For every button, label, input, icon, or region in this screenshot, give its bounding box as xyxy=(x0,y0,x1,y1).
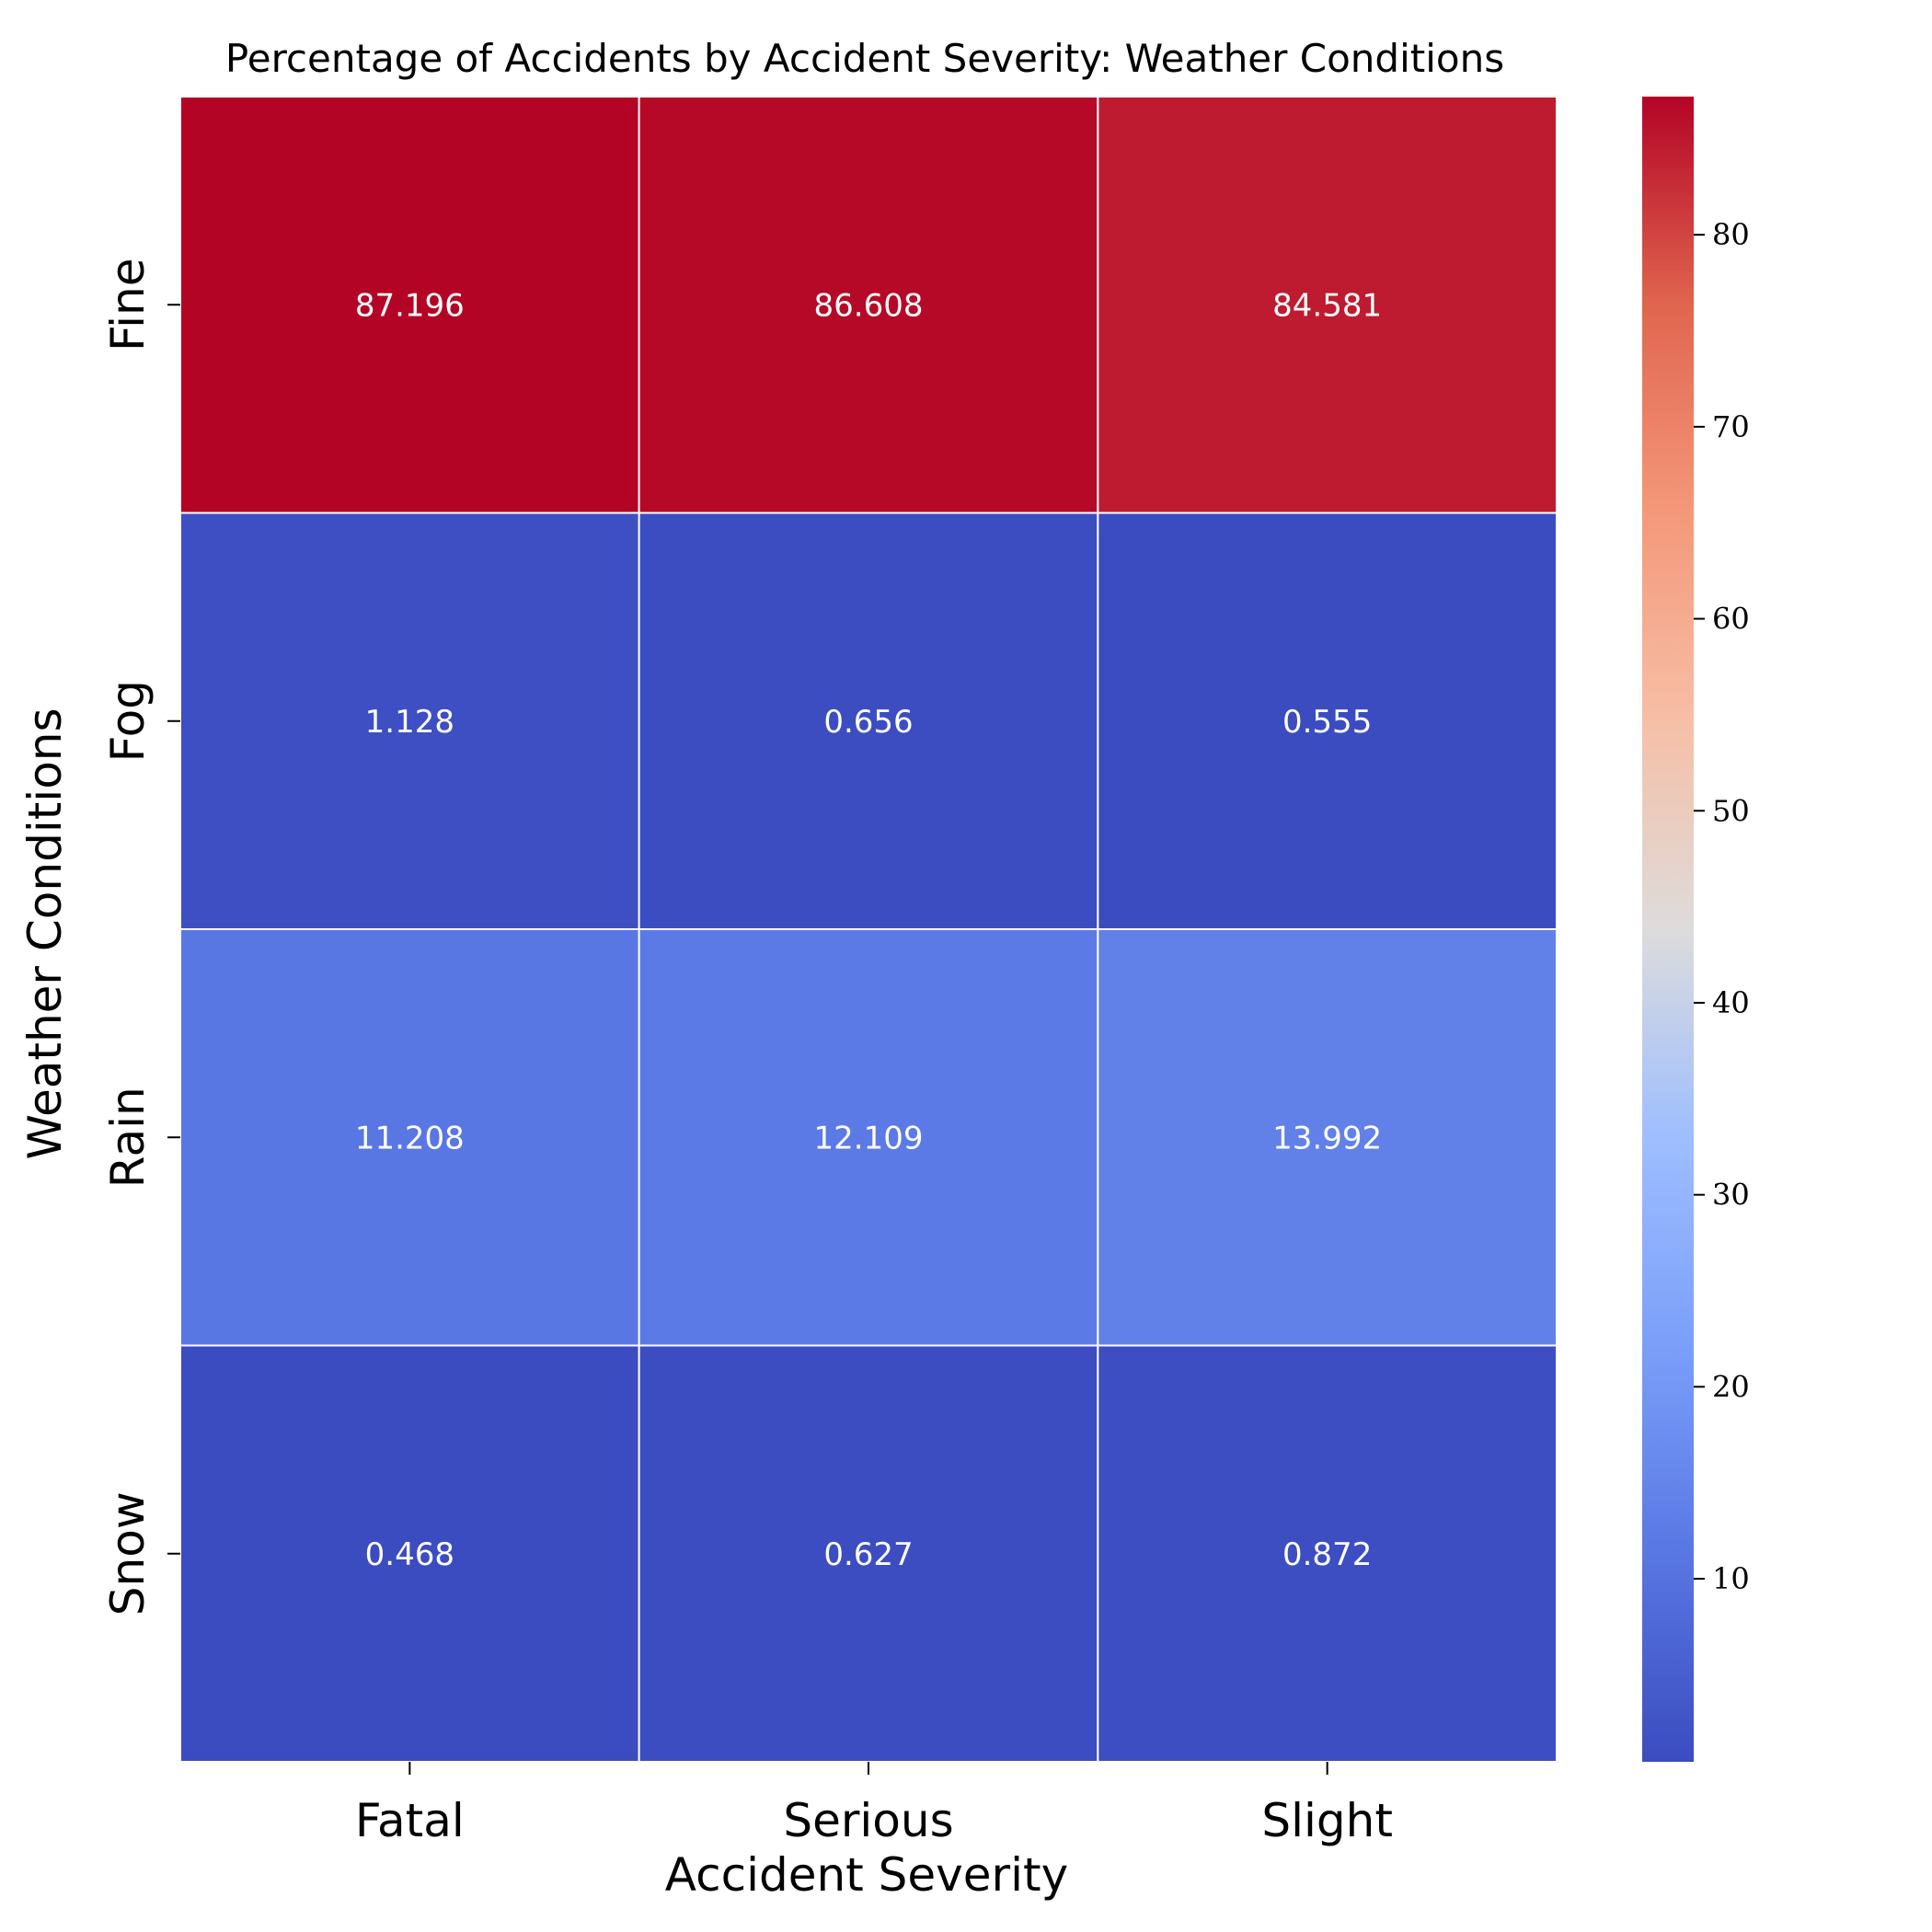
heatmap-cells xyxy=(179,96,1558,1763)
cell-value-label: 87.196 xyxy=(355,287,465,324)
chart-title: Percentage of Accidents by Accident Seve… xyxy=(225,36,1504,81)
heatmap-cell xyxy=(179,512,640,930)
x-tick-label: Fatal xyxy=(355,1794,465,1847)
y-axis-ticks: Fine Fog Rain Snow xyxy=(101,259,180,1616)
colorbar-tick-label: 50 xyxy=(1712,793,1750,828)
cell-value-label: 0.872 xyxy=(1282,1536,1372,1573)
cell-value-label: 0.468 xyxy=(365,1536,454,1573)
colorbar-tick-label: 20 xyxy=(1712,1369,1750,1404)
x-axis-label: Accident Severity xyxy=(665,1848,1068,1902)
heatmap-cell xyxy=(1097,1344,1558,1763)
colorbar-tick-label: 10 xyxy=(1712,1561,1750,1596)
colorbar-tick-label: 30 xyxy=(1712,1178,1750,1213)
cell-value-label: 0.656 xyxy=(823,704,913,741)
heatmap-cell xyxy=(179,1344,640,1763)
cell-value-label: 1.128 xyxy=(365,704,454,741)
heatmap-cell xyxy=(638,928,1099,1347)
heatmap-cell xyxy=(638,96,1099,514)
cell-value-label: 0.627 xyxy=(823,1536,913,1573)
heatmap-cell xyxy=(638,512,1099,930)
y-axis-label: Weather Conditions xyxy=(18,707,72,1159)
cell-value-label: 86.608 xyxy=(814,287,924,324)
colorbar-tick-label: 40 xyxy=(1712,985,1750,1020)
heatmap-cell xyxy=(179,928,640,1347)
heatmap-cell-labels: 87.196 86.608 84.581 1.128 0.656 0.555 11.208 1… xyxy=(355,287,1382,1573)
colorbar-ticks: 10 20 30 40 50 60 70 80 xyxy=(1694,217,1750,1596)
heatmap-cell xyxy=(1097,96,1558,514)
x-axis-ticks: Fatal Serious Slight xyxy=(355,1762,1393,1847)
x-tick-label: Slight xyxy=(1261,1794,1393,1847)
cell-value-label: 12.109 xyxy=(814,1120,924,1156)
cell-value-label: 84.581 xyxy=(1272,287,1382,324)
y-tick-label: Snow xyxy=(101,1491,155,1616)
x-tick-label: Serious xyxy=(783,1794,953,1847)
y-tick-label: Fog xyxy=(101,680,155,762)
colorbar-tick-label: 60 xyxy=(1712,602,1750,637)
y-tick-label: Fine xyxy=(101,259,155,351)
colorbar xyxy=(1642,97,1694,1762)
colorbar-tick-label: 70 xyxy=(1712,409,1750,444)
heatmap-cell xyxy=(179,96,640,514)
colorbar-tick-label: 80 xyxy=(1712,217,1750,252)
cell-value-label: 0.555 xyxy=(1282,704,1372,741)
cell-value-label: 11.208 xyxy=(355,1120,465,1156)
y-tick-label: Rain xyxy=(101,1087,155,1188)
cell-value-label: 13.992 xyxy=(1272,1120,1382,1156)
heatmap-cell xyxy=(1097,512,1558,930)
